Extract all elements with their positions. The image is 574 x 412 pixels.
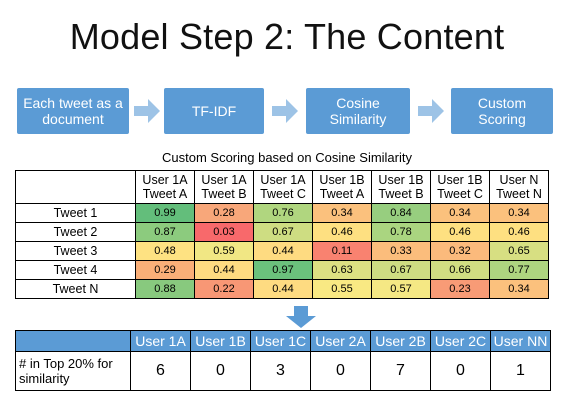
col-tweet: Tweet B — [201, 187, 247, 201]
score-cell: 0.99 — [135, 203, 195, 223]
count-col-header: User 1B — [190, 330, 251, 352]
score-cell: 0.67 — [371, 260, 431, 280]
score-row-label: Tweet 1 — [15, 203, 136, 223]
col-tweet: Tweet N — [496, 187, 542, 201]
count-table-corner — [15, 330, 131, 352]
score-table-header-row: User 1A Tweet A User 1A Tweet B User 1A Twe… — [15, 170, 549, 204]
col-user: User 1B — [319, 173, 365, 187]
flow-arrow-1 — [134, 99, 160, 123]
col-user: User 1A — [260, 173, 306, 187]
score-table-corner — [15, 170, 136, 204]
score-cell: 0.34 — [489, 203, 549, 223]
score-cell: 0.84 — [371, 203, 431, 223]
score-cell: 0.32 — [430, 241, 490, 261]
count-cell: 7 — [370, 351, 431, 391]
count-table-header-row: User 1A User 1B User 1C User 2A User 2B … — [15, 330, 551, 352]
score-cell: 0.44 — [253, 279, 313, 299]
score-row-label: Tweet 3 — [15, 241, 136, 261]
score-col-header: User 1A Tweet A — [135, 170, 195, 204]
col-user: User 1B — [437, 173, 483, 187]
score-cell: 0.46 — [430, 222, 490, 242]
score-table-row: Tweet 4 0.29 0.44 0.97 0.63 0.67 0.66 0.77 — [15, 260, 549, 280]
score-cell: 0.34 — [430, 203, 490, 223]
col-user: User N — [499, 173, 539, 187]
slide-title: Model Step 2: The Content — [69, 16, 505, 57]
score-cell: 0.66 — [430, 260, 490, 280]
score-table-row: Tweet 1 0.99 0.28 0.76 0.34 0.84 0.34 0.34 — [15, 203, 549, 223]
score-col-header: User 1B Tweet A — [312, 170, 372, 204]
score-cell: 0.97 — [253, 260, 313, 280]
score-cell: 0.22 — [194, 279, 254, 299]
score-cell: 0.03 — [194, 222, 254, 242]
top-similarity-table: User 1A User 1B User 1C User 2A User 2B … — [15, 330, 551, 391]
col-tweet: Tweet A — [142, 187, 188, 201]
count-table-row: # in Top 20% for similarity 6 0 3 0 7 0 … — [15, 351, 551, 391]
count-col-header: User 1C — [250, 330, 311, 352]
score-cell: 0.34 — [312, 203, 372, 223]
score-table-row: Tweet N 0.88 0.22 0.44 0.55 0.57 0.23 0.34 — [15, 279, 549, 299]
score-table-row: Tweet 3 0.48 0.59 0.44 0.11 0.33 0.32 0.65 — [15, 241, 549, 261]
score-cell: 0.76 — [253, 203, 313, 223]
score-cell: 0.29 — [135, 260, 195, 280]
score-row-label: Tweet 2 — [15, 222, 136, 242]
score-cell: 0.46 — [312, 222, 372, 242]
col-tweet: Tweet C — [437, 187, 483, 201]
count-col-header: User 2C — [430, 330, 491, 352]
col-tweet: Tweet C — [260, 187, 306, 201]
col-user: User 1A — [201, 173, 247, 187]
flow-arrow-3 — [418, 99, 444, 123]
score-cell: 0.67 — [253, 222, 313, 242]
score-cell: 0.46 — [489, 222, 549, 242]
score-cell: 0.11 — [312, 241, 372, 261]
score-col-header: User 1A Tweet B — [194, 170, 254, 204]
col-tweet: Tweet B — [378, 187, 424, 201]
count-cell: 1 — [490, 351, 551, 391]
score-cell: 0.65 — [489, 241, 549, 261]
score-col-header: User 1A Tweet C — [253, 170, 313, 204]
score-cell: 0.63 — [312, 260, 372, 280]
score-row-label: Tweet 4 — [15, 260, 136, 280]
score-cell: 0.55 — [312, 279, 372, 299]
count-col-header: User 1A — [130, 330, 191, 352]
score-cell: 0.44 — [194, 260, 254, 280]
score-cell: 0.87 — [135, 222, 195, 242]
count-col-header: User 2B — [370, 330, 431, 352]
score-cell: 0.48 — [135, 241, 195, 261]
score-col-header: User 1B Tweet B — [371, 170, 431, 204]
score-cell: 0.88 — [135, 279, 195, 299]
score-cell: 0.78 — [371, 222, 431, 242]
flow-step-custom-scoring: Custom Scoring — [451, 88, 553, 134]
down-arrow — [286, 306, 316, 328]
flow-step-tfidf: TF-IDF — [164, 88, 264, 134]
count-cell: 0 — [190, 351, 251, 391]
score-cell: 0.28 — [194, 203, 254, 223]
score-cell: 0.34 — [489, 279, 549, 299]
col-user: User 1B — [378, 173, 424, 187]
flow-arrow-2 — [272, 99, 298, 123]
score-cell: 0.59 — [194, 241, 254, 261]
score-cell: 0.57 — [371, 279, 431, 299]
count-cell: 0 — [310, 351, 371, 391]
score-table-caption: Custom Scoring based on Cosine Similarit… — [162, 150, 412, 165]
count-cell: 6 — [130, 351, 191, 391]
col-tweet: Tweet A — [319, 187, 365, 201]
count-col-header: User NN — [490, 330, 551, 352]
score-col-header: User N Tweet N — [489, 170, 549, 204]
score-cell: 0.33 — [371, 241, 431, 261]
score-table: User 1A Tweet A User 1A Tweet B User 1A Twe… — [15, 170, 549, 299]
score-table-row: Tweet 2 0.87 0.03 0.67 0.46 0.78 0.46 0.46 — [15, 222, 549, 242]
flow-step-document: Each tweet as a document — [17, 88, 129, 134]
score-col-header: User 1B Tweet C — [430, 170, 490, 204]
count-cell: 3 — [250, 351, 311, 391]
col-user: User 1A — [142, 173, 188, 187]
count-col-header: User 2A — [310, 330, 371, 352]
count-row-label: # in Top 20% for similarity — [15, 351, 131, 391]
count-cell: 0 — [430, 351, 491, 391]
flow-step-cosine: Cosine Similarity — [306, 88, 410, 134]
score-cell: 0.44 — [253, 241, 313, 261]
score-cell: 0.77 — [489, 260, 549, 280]
score-row-label: Tweet N — [15, 279, 136, 299]
score-cell: 0.23 — [430, 279, 490, 299]
